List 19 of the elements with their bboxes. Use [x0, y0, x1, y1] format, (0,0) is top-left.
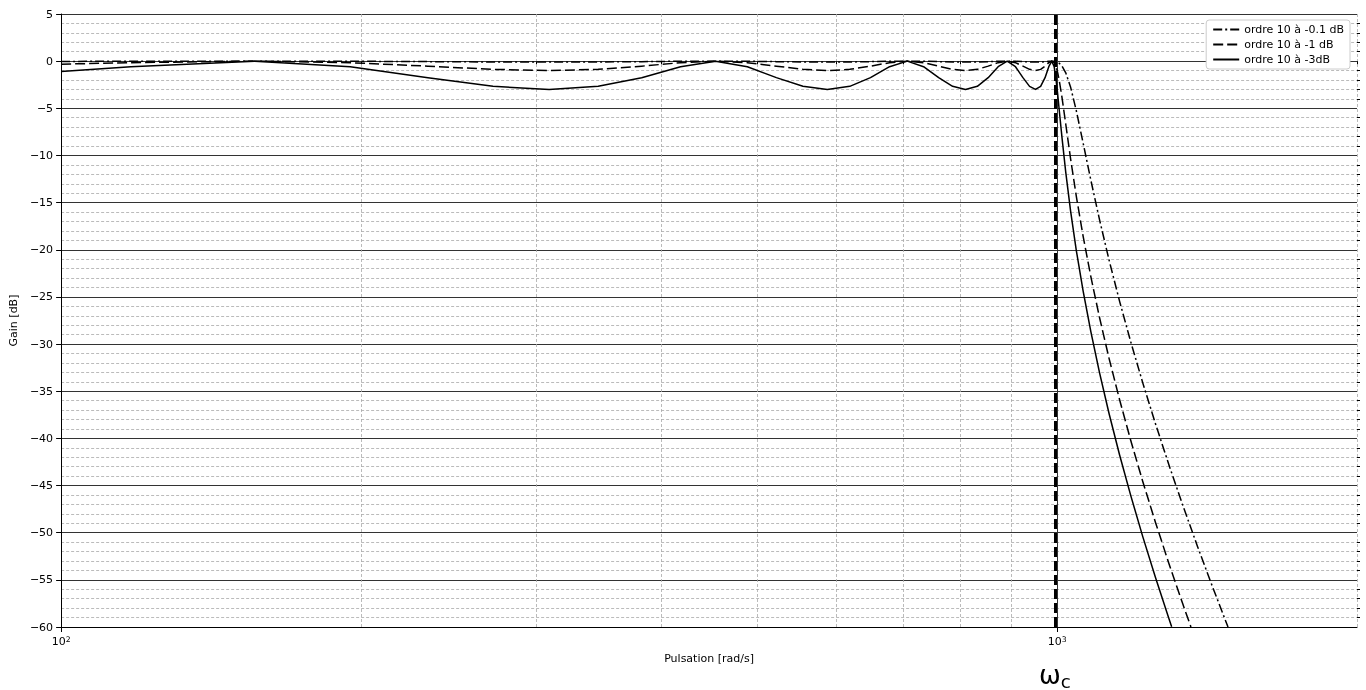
y-axis-title: Gain [dB] — [7, 294, 20, 347]
legend-label: ordre 10 à -3dB — [1244, 53, 1331, 66]
y-tick-label: −20 — [29, 243, 54, 257]
y-tick-label: 0 — [46, 54, 54, 68]
y-tick-label: −30 — [29, 337, 54, 351]
y-tick-label: 5 — [46, 7, 54, 21]
y-tick-label: −35 — [29, 384, 54, 398]
y-tick-label: −45 — [29, 479, 54, 493]
x-axis-title: Pulsation [rad/s] — [664, 652, 754, 665]
legend-label: ordre 10 à -0.1 dB — [1244, 23, 1345, 36]
y-tick-label: −15 — [29, 196, 54, 210]
y-tick-label: −10 — [29, 148, 54, 162]
y-tick-label: −5 — [36, 101, 54, 115]
y-tick-label: −55 — [29, 573, 54, 587]
y-tick-label: −60 — [29, 620, 54, 634]
legend-label: ordre 10 à -1 dB — [1244, 38, 1334, 51]
y-tick-label: −25 — [29, 290, 54, 304]
y-tick-label: −40 — [29, 431, 54, 445]
y-tick-label: −50 — [29, 526, 54, 540]
